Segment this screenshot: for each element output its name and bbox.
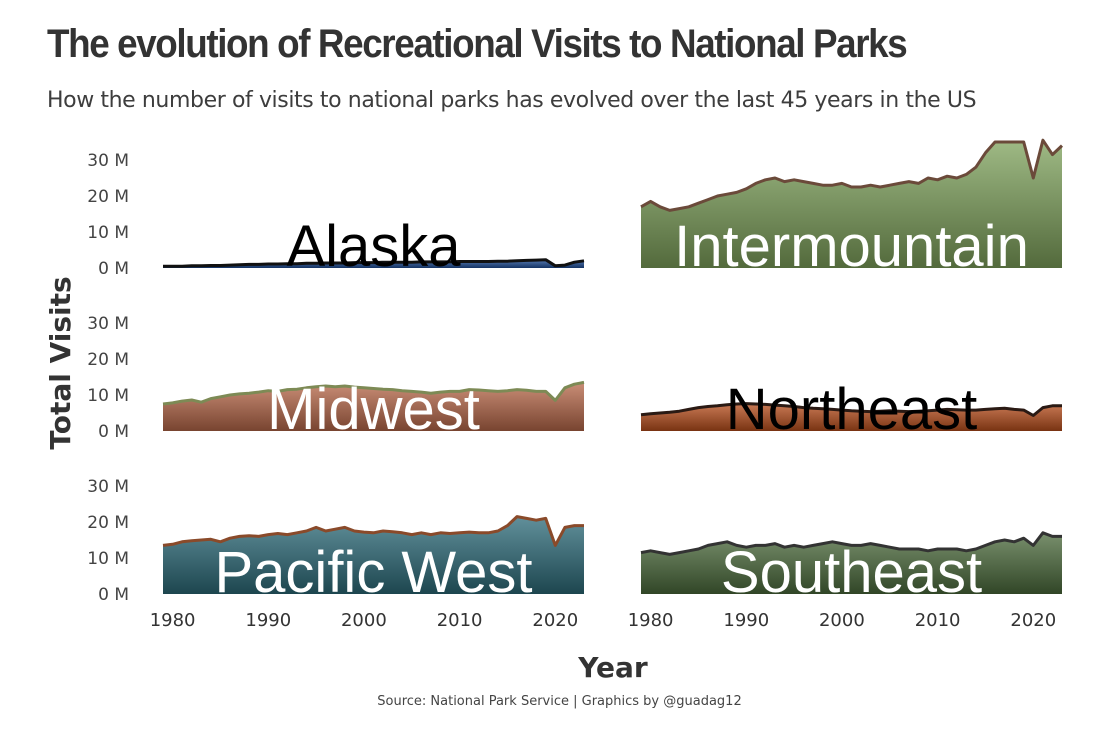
panel-pacific-west: Pacific West — [162, 515, 584, 605]
x-tick-label: 2020 — [1010, 610, 1056, 631]
line-pacific-west — [162, 515, 584, 547]
x-tick-label: 2010 — [437, 610, 483, 631]
y-tick-label: 10 M — [87, 223, 129, 243]
y-tick-label: 20 M — [87, 187, 129, 207]
y-tick-label: 0 M — [98, 259, 129, 279]
x-tick-label: 1980 — [628, 610, 674, 631]
source-caption: Source: National Park Service | Graphics… — [377, 694, 742, 709]
x-tick-label: 2020 — [532, 610, 578, 631]
line-intermountain — [640, 138, 1064, 212]
region-label-alaska: Alaska — [286, 214, 461, 279]
y-tick-label: 20 M — [87, 513, 129, 533]
y-tick-label: 30 M — [87, 151, 129, 171]
y-axis-title: Total Visits — [44, 276, 77, 449]
region-label-intermountain: Intermountain — [674, 214, 1029, 279]
region-label-midwest: Midwest — [267, 377, 480, 442]
panel-northeast: Northeast — [640, 377, 1062, 442]
panel-alaska: Alaska — [163, 214, 585, 279]
region-label-pacific-west: Pacific West — [214, 540, 532, 605]
x-tick-label: 2010 — [915, 610, 961, 631]
line-northeast — [640, 402, 1062, 417]
line-southeast — [640, 531, 1062, 556]
panel-southeast: Southeast — [640, 531, 1062, 605]
y-tick-label: 30 M — [87, 477, 129, 497]
y-tick-label: 0 M — [98, 585, 129, 605]
x-tick-label: 2000 — [819, 610, 865, 631]
chart-title: The evolution of Recreational Visits to … — [47, 22, 908, 66]
x-tick-label: 1990 — [245, 610, 291, 631]
x-tick-label: 1990 — [723, 610, 769, 631]
area-midwest — [163, 382, 584, 431]
x-axis-title: Year — [577, 651, 648, 684]
faceted-area-chart: Alaska 0 M 10 M 20 M 30 M Intermountain Midwes… — [44, 138, 1064, 684]
x-tick-label: 2000 — [341, 610, 387, 631]
chart-subtitle: How the number of visits to national par… — [47, 88, 977, 113]
panel-midwest: Midwest — [162, 377, 585, 442]
x-tick-label: 1980 — [150, 610, 196, 631]
line-alaska — [163, 258, 585, 268]
y-tick-label: 30 M — [87, 314, 129, 334]
region-label-northeast: Northeast — [726, 377, 977, 442]
y-tick-label: 10 M — [87, 386, 129, 406]
y-tick-label: 20 M — [87, 350, 129, 370]
area-intermountain — [641, 140, 1062, 268]
line-midwest — [162, 380, 585, 406]
y-tick-label: 0 M — [98, 422, 129, 442]
facet-panels: Alaska 0 M 10 M 20 M 30 M Intermountain Midwes… — [87, 138, 1064, 631]
region-label-southeast: Southeast — [721, 540, 982, 605]
panel-intermountain: Intermountain — [640, 138, 1064, 279]
y-tick-label: 10 M — [87, 549, 129, 569]
